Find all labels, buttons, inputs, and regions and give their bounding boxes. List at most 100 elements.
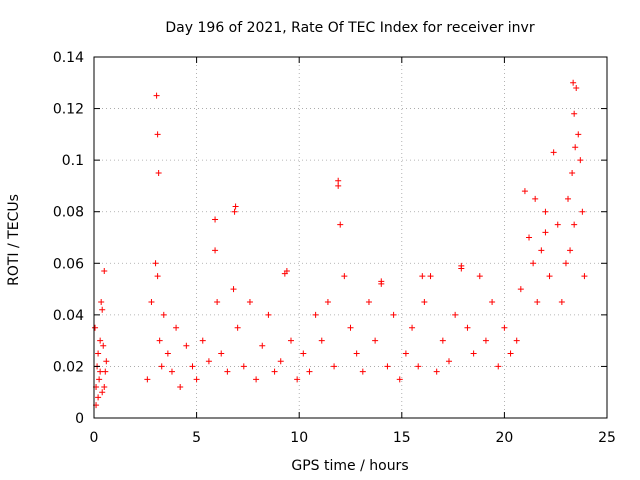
data-point (168, 368, 175, 375)
chart-title: Day 196 of 2021, Rate Of TEC Index for r… (165, 20, 534, 36)
data-point (103, 358, 110, 365)
data-point (458, 262, 465, 269)
data-point (390, 311, 397, 318)
data-point (542, 229, 549, 236)
data-point (212, 247, 219, 254)
x-tick-label: 5 (192, 430, 201, 446)
data-point (513, 337, 520, 344)
data-point (177, 384, 184, 391)
data-point (347, 324, 354, 331)
data-point (384, 363, 391, 370)
data-point (337, 221, 344, 228)
data-point (99, 389, 106, 396)
data-point (277, 358, 284, 365)
data-point (542, 208, 549, 215)
data-point (445, 358, 452, 365)
data-point (102, 368, 109, 375)
data-point (283, 268, 290, 275)
data-point (554, 221, 561, 228)
data-point (526, 234, 533, 241)
data-point (232, 203, 239, 210)
data-point (97, 368, 104, 375)
data-point (183, 342, 190, 349)
data-point (433, 368, 440, 375)
data-point (573, 84, 580, 91)
data-point (517, 286, 524, 293)
data-point (158, 363, 165, 370)
x-tick-label: 15 (393, 430, 411, 446)
y-tick-label: 0.08 (53, 205, 84, 221)
data-point (341, 273, 348, 280)
data-point (101, 268, 108, 275)
data-point (287, 337, 294, 344)
data-point (565, 195, 572, 202)
data-point (240, 363, 247, 370)
x-axis-title: GPS time / hours (291, 458, 408, 474)
data-point (218, 350, 225, 357)
data-point (421, 298, 428, 305)
data-point (231, 208, 238, 215)
data-point (214, 298, 221, 305)
data-point (294, 376, 301, 383)
data-point (101, 384, 108, 391)
data-point (199, 337, 206, 344)
data-point (92, 324, 99, 331)
data-point (155, 170, 162, 177)
y-tick-label: 0.04 (53, 308, 84, 324)
data-point (212, 216, 219, 223)
data-point (452, 311, 459, 318)
data-point (144, 376, 151, 383)
data-point (532, 195, 539, 202)
data-point (538, 247, 545, 254)
x-tick-label: 25 (598, 430, 616, 446)
y-tick-label: 0.06 (53, 256, 84, 272)
data-point (534, 298, 541, 305)
data-point (562, 260, 569, 267)
data-point (95, 350, 102, 357)
data-point (265, 311, 272, 318)
x-tick-label: 0 (90, 430, 99, 446)
data-points (92, 79, 588, 409)
data-point (100, 342, 107, 349)
data-point (365, 298, 372, 305)
data-point (546, 273, 553, 280)
y-tick-label: 0 (75, 411, 84, 427)
data-point (575, 131, 582, 138)
data-point (193, 376, 200, 383)
data-point (335, 177, 342, 184)
data-point (558, 298, 565, 305)
data-point (470, 350, 477, 357)
data-point (359, 368, 366, 375)
data-point (331, 363, 338, 370)
data-point (577, 157, 584, 164)
data-point (572, 144, 579, 151)
data-point (581, 273, 588, 280)
data-point (160, 311, 167, 318)
data-point (205, 358, 212, 365)
data-point (396, 376, 403, 383)
data-point (570, 79, 577, 86)
data-point (253, 376, 260, 383)
axis-ticks: 0 5 10 15 20 25 0 0.02 0.04 0.06 0.08 0.1 0.12 0.14 (53, 50, 616, 446)
y-axis-title: ROTI / TECUs (6, 194, 22, 286)
data-point (189, 363, 196, 370)
data-point (246, 298, 253, 305)
data-point (148, 298, 155, 305)
data-point (569, 170, 576, 177)
data-point (271, 368, 278, 375)
data-point (402, 350, 409, 357)
data-point (482, 337, 489, 344)
y-tick-label: 0.14 (53, 50, 84, 66)
data-point (312, 311, 319, 318)
y-tick-label: 0.1 (62, 153, 84, 169)
y-tick-label: 0.02 (53, 359, 84, 375)
data-point (464, 324, 471, 331)
data-point (335, 182, 342, 189)
data-point (164, 350, 171, 357)
x-tick-label: 10 (290, 430, 308, 446)
data-point (476, 273, 483, 280)
data-point (306, 368, 313, 375)
data-point (372, 337, 379, 344)
data-point (571, 110, 578, 117)
